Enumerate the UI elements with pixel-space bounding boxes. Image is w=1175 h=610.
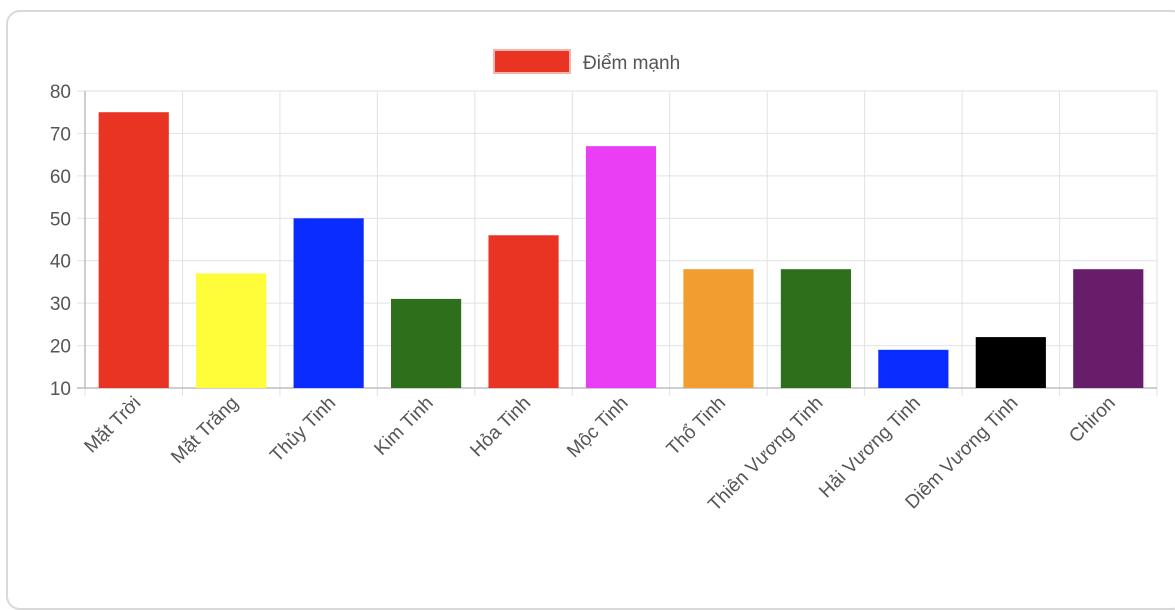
bar-10[interactable] xyxy=(975,337,1046,388)
x-tick-label: Mộc Tinh xyxy=(563,393,632,462)
y-tick-label: 70 xyxy=(50,124,71,145)
bar-8[interactable] xyxy=(780,269,851,388)
legend-label[interactable]: Điểm mạnh xyxy=(583,53,680,74)
x-tick-labels: Mặt Trời Mặt Trăng Thủy Tinh Kim Tinh Hỏa Ti… xyxy=(81,393,1120,516)
bar-5[interactable] xyxy=(488,235,559,388)
y-tick-label: 10 xyxy=(50,379,71,400)
y-tick-label: 80 xyxy=(50,82,71,103)
bar-2[interactable] xyxy=(196,273,267,388)
y-tick-label: 40 xyxy=(50,252,71,273)
x-tick-label: Hỏa Tinh xyxy=(466,393,535,462)
y-tick-labels: 10 20 30 40 50 60 70 80 xyxy=(50,82,71,400)
x-tick-label: Thổ Tinh xyxy=(663,393,730,460)
bar-chart: 10 20 30 40 50 60 70 80 Mặt Trời Mặt Trăng Thủy T… xyxy=(50,49,1158,516)
bar-1[interactable] xyxy=(98,112,169,388)
bar-11[interactable] xyxy=(1073,269,1144,388)
x-tick-label: Mặt Trời xyxy=(81,393,146,458)
bar-4[interactable] xyxy=(391,298,462,388)
bar-9[interactable] xyxy=(878,349,949,388)
bars xyxy=(98,112,1144,388)
x-tick-label: Hải Vương Tinh xyxy=(815,393,925,503)
x-tick-label: Thủy Tinh xyxy=(266,393,340,467)
bar-7[interactable] xyxy=(683,269,754,388)
bar-3[interactable] xyxy=(293,218,364,388)
y-tick-label: 20 xyxy=(50,337,71,358)
legend[interactable]: Điểm mạnh xyxy=(493,49,680,74)
y-tick-label: 60 xyxy=(50,167,71,188)
x-tick-label: Chiron xyxy=(1065,393,1119,447)
x-tick-label: Kim Tinh xyxy=(371,393,438,460)
y-tick-label: 50 xyxy=(50,209,71,230)
y-tick-label: 30 xyxy=(50,294,71,315)
legend-swatch[interactable] xyxy=(493,49,571,74)
x-tick-label: Mặt Trăng xyxy=(167,393,242,468)
bar-6[interactable] xyxy=(585,146,657,388)
